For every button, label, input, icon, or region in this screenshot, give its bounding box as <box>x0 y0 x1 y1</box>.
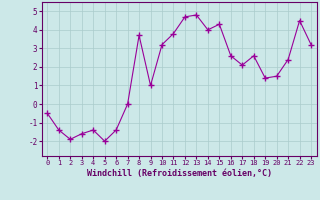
X-axis label: Windchill (Refroidissement éolien,°C): Windchill (Refroidissement éolien,°C) <box>87 169 272 178</box>
